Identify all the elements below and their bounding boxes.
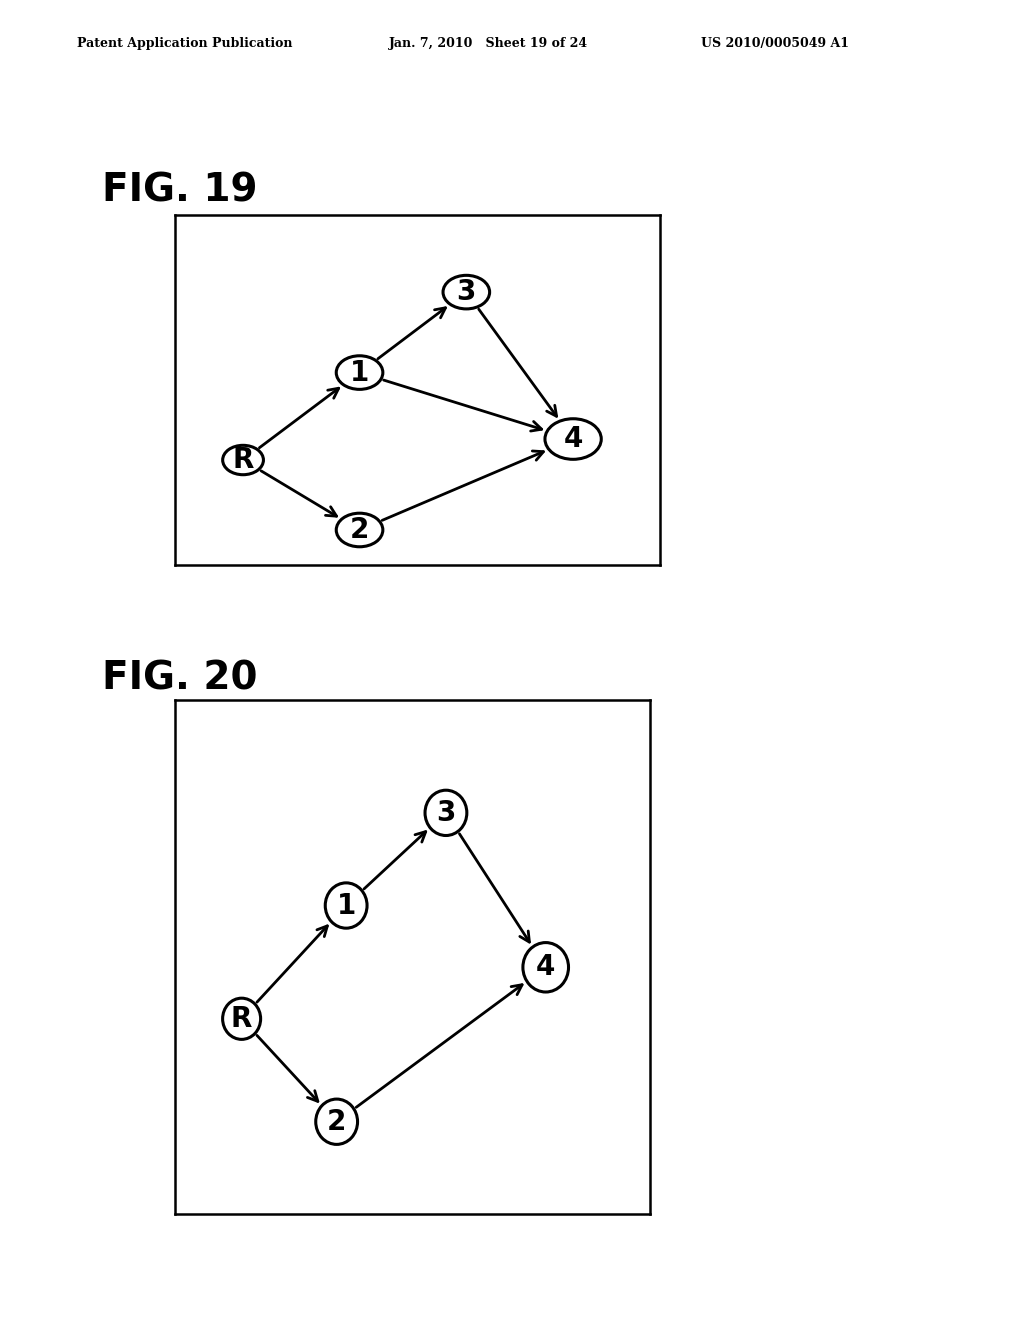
Text: 4: 4 xyxy=(536,953,555,981)
Circle shape xyxy=(545,418,601,459)
Text: R: R xyxy=(231,1005,252,1032)
Text: Patent Application Publication: Patent Application Publication xyxy=(77,37,292,50)
Text: US 2010/0005049 A1: US 2010/0005049 A1 xyxy=(701,37,850,50)
Text: R: R xyxy=(232,446,254,474)
Text: 4: 4 xyxy=(563,425,583,453)
Circle shape xyxy=(425,791,467,836)
Circle shape xyxy=(523,942,568,993)
Text: 1: 1 xyxy=(350,359,370,387)
Text: 1: 1 xyxy=(337,891,355,920)
Text: FIG. 20: FIG. 20 xyxy=(102,660,258,698)
Circle shape xyxy=(222,445,263,475)
Circle shape xyxy=(222,998,261,1039)
Text: 3: 3 xyxy=(436,799,456,826)
Text: 2: 2 xyxy=(327,1107,346,1135)
Circle shape xyxy=(326,883,367,928)
Text: Jan. 7, 2010   Sheet 19 of 24: Jan. 7, 2010 Sheet 19 of 24 xyxy=(389,37,588,50)
Text: 3: 3 xyxy=(457,279,476,306)
Circle shape xyxy=(336,513,383,546)
Text: FIG. 19: FIG. 19 xyxy=(102,172,258,210)
Circle shape xyxy=(336,356,383,389)
Circle shape xyxy=(443,276,489,309)
Circle shape xyxy=(315,1100,357,1144)
Text: 2: 2 xyxy=(350,516,370,544)
